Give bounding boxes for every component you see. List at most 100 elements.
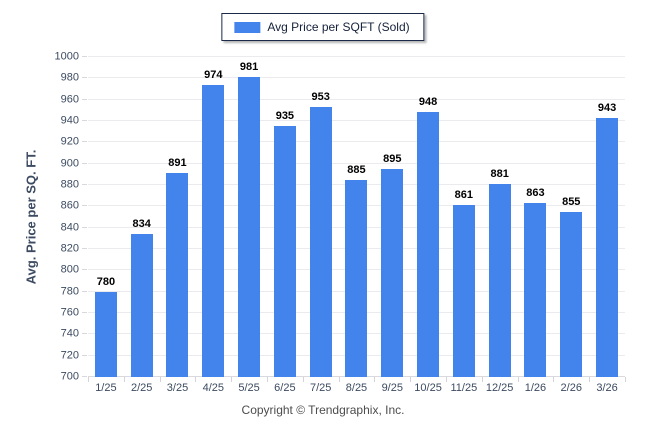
x-axis-label: 7/25 xyxy=(309,382,332,394)
bar-cell: 948 xyxy=(410,57,446,377)
bar-value-label: 861 xyxy=(454,189,474,202)
gridline xyxy=(88,141,625,143)
x-tick-mark xyxy=(553,377,555,382)
y-tick-mark xyxy=(82,184,87,185)
bar-value-label: 863 xyxy=(526,187,545,200)
x-axis-label: 5/25 xyxy=(238,382,260,394)
bar-value-label: 974 xyxy=(204,68,223,81)
y-tick-label: 840 xyxy=(60,221,79,234)
bar-cell: 943 xyxy=(589,57,625,377)
x-tick-mark xyxy=(589,377,591,382)
y-tick-label: 900 xyxy=(60,157,79,170)
y-tick-label: 800 xyxy=(60,263,79,276)
x-axis-label: 1/25 xyxy=(95,382,117,394)
x-axis-labels: 1/25 2/25 3/25 4/25 5/25 6/25 7/25 8/25 9/25 10/2… xyxy=(88,382,625,394)
chart-legend: Avg Price per SQFT (Sold) xyxy=(221,13,425,41)
bar xyxy=(345,179,368,377)
y-tick-label: 980 xyxy=(60,71,79,84)
y-tick-mark xyxy=(82,376,87,377)
x-tick-mark xyxy=(481,377,483,382)
x-axis-label: 11/25 xyxy=(450,382,478,394)
bar xyxy=(202,84,225,377)
x-axis-label: 3/25 xyxy=(166,382,189,394)
legend-swatch-icon xyxy=(234,21,261,33)
bar-value-label: 935 xyxy=(275,110,295,123)
bar xyxy=(417,112,440,377)
x-axis-label: 6/25 xyxy=(274,382,296,394)
bar-cell: 863 xyxy=(518,57,554,377)
bar xyxy=(596,117,619,377)
gridline xyxy=(88,162,625,164)
bar-cell: 881 xyxy=(482,57,518,377)
x-tick-mark xyxy=(195,377,197,382)
bar-cell: 981 xyxy=(231,57,267,377)
bar-cell: 834 xyxy=(124,57,160,377)
bar-value-label: 855 xyxy=(562,195,581,208)
x-tick-mark xyxy=(410,377,412,382)
y-tick-label: 820 xyxy=(60,242,79,255)
y-tick-label: 760 xyxy=(60,306,79,319)
copyright-text: Copyright © Trendgraphix, Inc. xyxy=(241,403,405,417)
y-tick-mark xyxy=(82,269,87,271)
y-tick-mark xyxy=(82,248,87,249)
x-axis-label: 3/26 xyxy=(596,382,618,394)
bar xyxy=(524,203,547,377)
x-tick-mark xyxy=(517,377,519,382)
y-tick-mark xyxy=(82,354,87,356)
x-axis-label: 2/26 xyxy=(560,382,582,394)
gridline xyxy=(88,56,625,57)
y-tick-label: 720 xyxy=(60,349,79,362)
y-tick-mark xyxy=(82,56,87,57)
y-tick-mark xyxy=(82,312,87,313)
y-tick-label: 960 xyxy=(60,93,79,106)
bar xyxy=(452,205,475,377)
y-tick-mark xyxy=(82,120,87,121)
y-tick-mark xyxy=(82,333,87,335)
bar xyxy=(94,291,117,377)
bar-value-label: 780 xyxy=(96,275,116,288)
x-tick-mark xyxy=(374,377,376,382)
bar xyxy=(309,107,332,377)
y-tick-mark xyxy=(82,226,87,228)
x-axis-label: 4/25 xyxy=(202,382,224,394)
gridline xyxy=(88,98,625,100)
x-tick-mark xyxy=(123,377,125,382)
x-axis-label: 2/25 xyxy=(130,382,153,394)
y-tick-label: 920 xyxy=(60,135,79,148)
bar xyxy=(130,234,153,377)
y-tick-mark xyxy=(82,162,87,164)
x-tick-mark xyxy=(446,377,447,382)
bar-cell: 895 xyxy=(374,57,410,377)
y-tick-label: 860 xyxy=(60,199,79,212)
gridline xyxy=(88,120,625,121)
bar xyxy=(238,77,261,377)
bar-cell: 885 xyxy=(339,57,375,377)
x-tick-mark xyxy=(338,377,340,382)
bar-cell: 780 xyxy=(88,57,124,377)
y-tick-label: 740 xyxy=(60,327,79,340)
x-tick-mark xyxy=(88,377,89,382)
bars-container: 780 834 891 974 981 935 953 885 895 948 861 881 863 8… xyxy=(88,57,625,377)
y-tick-label: 880 xyxy=(60,178,79,191)
bar-cell: 974 xyxy=(195,57,231,377)
bar-value-label: 895 xyxy=(383,153,402,165)
bar xyxy=(488,183,511,377)
x-tick-mark xyxy=(231,377,233,382)
bar-cell: 953 xyxy=(303,57,339,377)
y-axis-title: Avg. Price per SQ. FT. xyxy=(23,149,39,285)
bar-cell: 891 xyxy=(160,57,196,377)
x-tick-mark xyxy=(267,377,268,382)
bar-cell: 855 xyxy=(553,57,589,377)
bar-value-label: 953 xyxy=(311,91,330,104)
x-tick-mark xyxy=(159,377,161,382)
bar-value-label: 834 xyxy=(132,218,151,231)
bar-value-label: 948 xyxy=(418,96,438,109)
bar-value-label: 891 xyxy=(168,157,187,170)
x-axis-label: 12/25 xyxy=(485,382,514,394)
x-axis-label: 9/25 xyxy=(381,382,403,394)
bar-value-label: 885 xyxy=(347,163,366,176)
y-tick-label: 780 xyxy=(60,285,79,298)
y-tick-label: 700 xyxy=(60,370,79,383)
bar xyxy=(273,126,296,377)
